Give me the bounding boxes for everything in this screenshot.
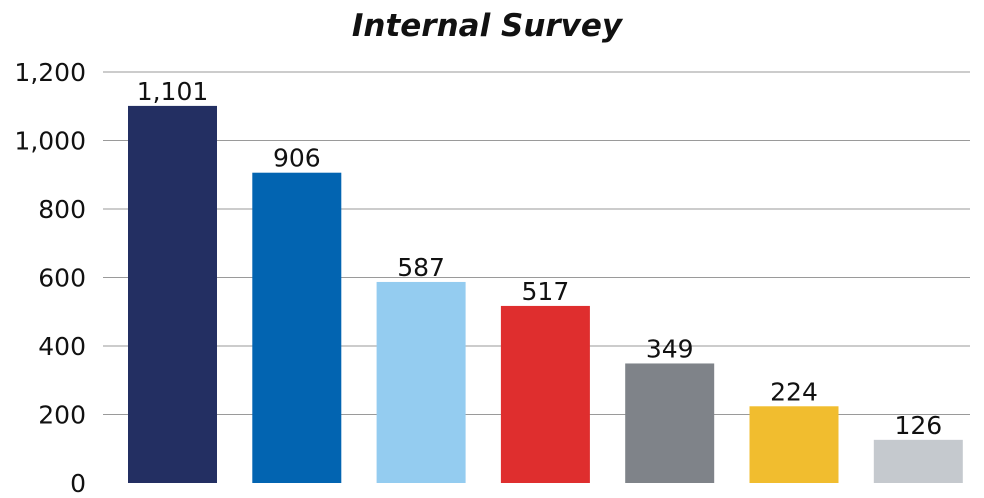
y-tick-label: 200 (38, 401, 86, 430)
data-label: 587 (397, 253, 445, 282)
bars (128, 105, 963, 483)
data-label: 517 (522, 277, 570, 306)
bar (376, 281, 466, 483)
bar (873, 439, 963, 483)
bar (625, 363, 715, 483)
y-tick-label: 400 (38, 332, 86, 361)
data-label: 349 (646, 334, 694, 363)
bar (252, 172, 342, 483)
data-label: 126 (894, 411, 942, 440)
y-tick-label: 800 (38, 195, 86, 224)
bar (500, 305, 590, 483)
y-tick-label: 1,000 (14, 127, 86, 156)
data-labels: 1,101 906 587 517 349 224 126 (137, 77, 942, 440)
bar (128, 105, 217, 483)
bar (749, 406, 839, 483)
data-label: 1,101 (137, 77, 209, 106)
y-tick-label: 600 (38, 264, 86, 293)
y-tick-label: 0 (70, 469, 86, 498)
y-tick-label: 1,200 (14, 58, 86, 87)
y-axis-ticks: 0 200 400 600 800 1,000 1,200 (14, 58, 86, 498)
chart-title: Internal Survey (352, 8, 624, 44)
data-label: 906 (273, 144, 321, 173)
data-label: 224 (770, 377, 818, 406)
